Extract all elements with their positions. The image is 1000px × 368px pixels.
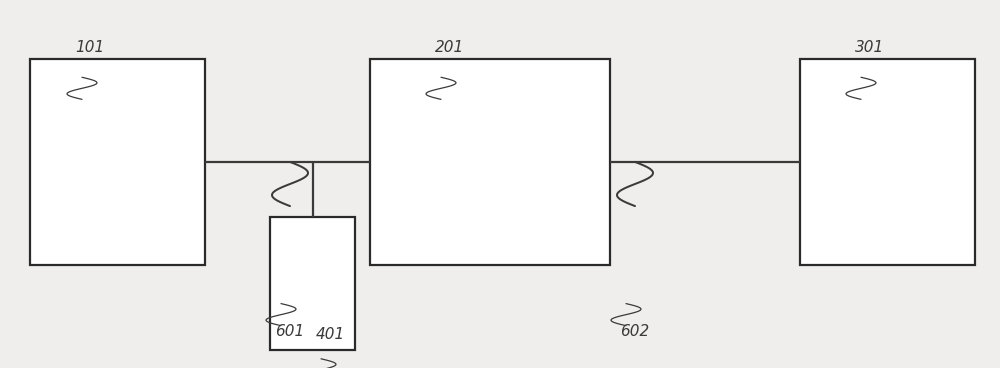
Text: 101: 101: [75, 40, 105, 55]
Bar: [30, 59, 205, 265]
Text: 602: 602: [620, 324, 650, 339]
Text: 601: 601: [275, 324, 305, 339]
Bar: [370, 59, 610, 265]
Text: 301: 301: [855, 40, 885, 55]
Text: 401: 401: [315, 328, 345, 342]
Text: 201: 201: [435, 40, 465, 55]
Bar: [800, 59, 975, 265]
Bar: [270, 217, 355, 350]
